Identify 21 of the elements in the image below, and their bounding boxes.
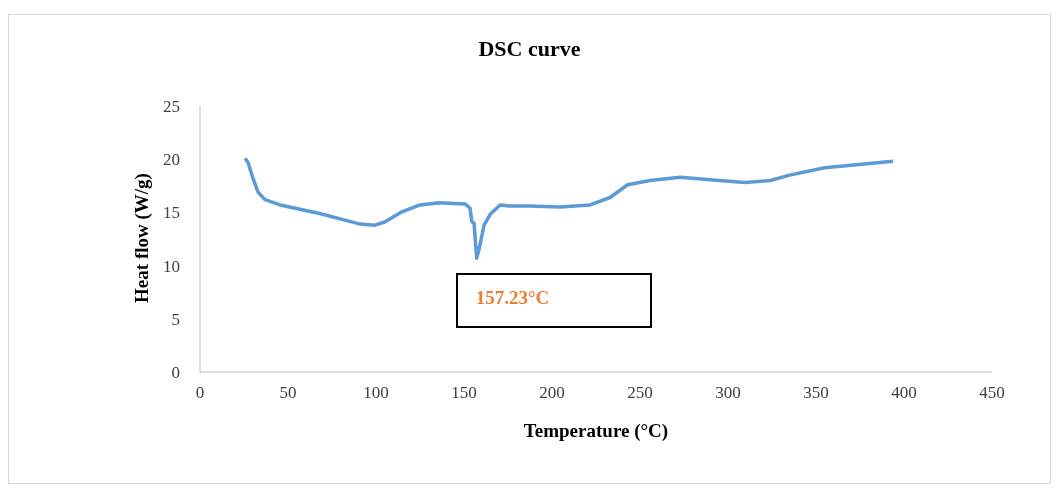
line-series — [243, 156, 895, 260]
x-axis-title: Temperature (°C) — [522, 420, 670, 442]
x-tick-label: 150 — [451, 383, 477, 403]
x-tick-label: 400 — [891, 383, 917, 403]
x-tick-label: 300 — [715, 383, 741, 403]
x-tick-label: 200 — [539, 383, 565, 403]
x-tick-label: 100 — [363, 383, 389, 403]
annotation: 157.23°C — [475, 287, 550, 310]
x-tick-label: 350 — [803, 383, 829, 403]
x-tick-label: 50 — [279, 383, 297, 403]
y-tick-label: 0 — [171, 363, 180, 383]
y-tick-label: 5 — [171, 309, 180, 329]
y-axis-title: Heat flow (W/g) — [131, 172, 153, 305]
x-tick-label: 250 — [627, 383, 653, 403]
chart-title: DSC curve — [477, 36, 582, 62]
y-tick-label: 20 — [163, 150, 180, 170]
x-tick-label: 450 — [979, 383, 1005, 403]
y-tick-label: 15 — [163, 203, 180, 223]
y-tick-label: 25 — [163, 97, 180, 117]
y-tick-label: 10 — [163, 256, 180, 276]
x-tick-label: 0 — [195, 383, 205, 403]
